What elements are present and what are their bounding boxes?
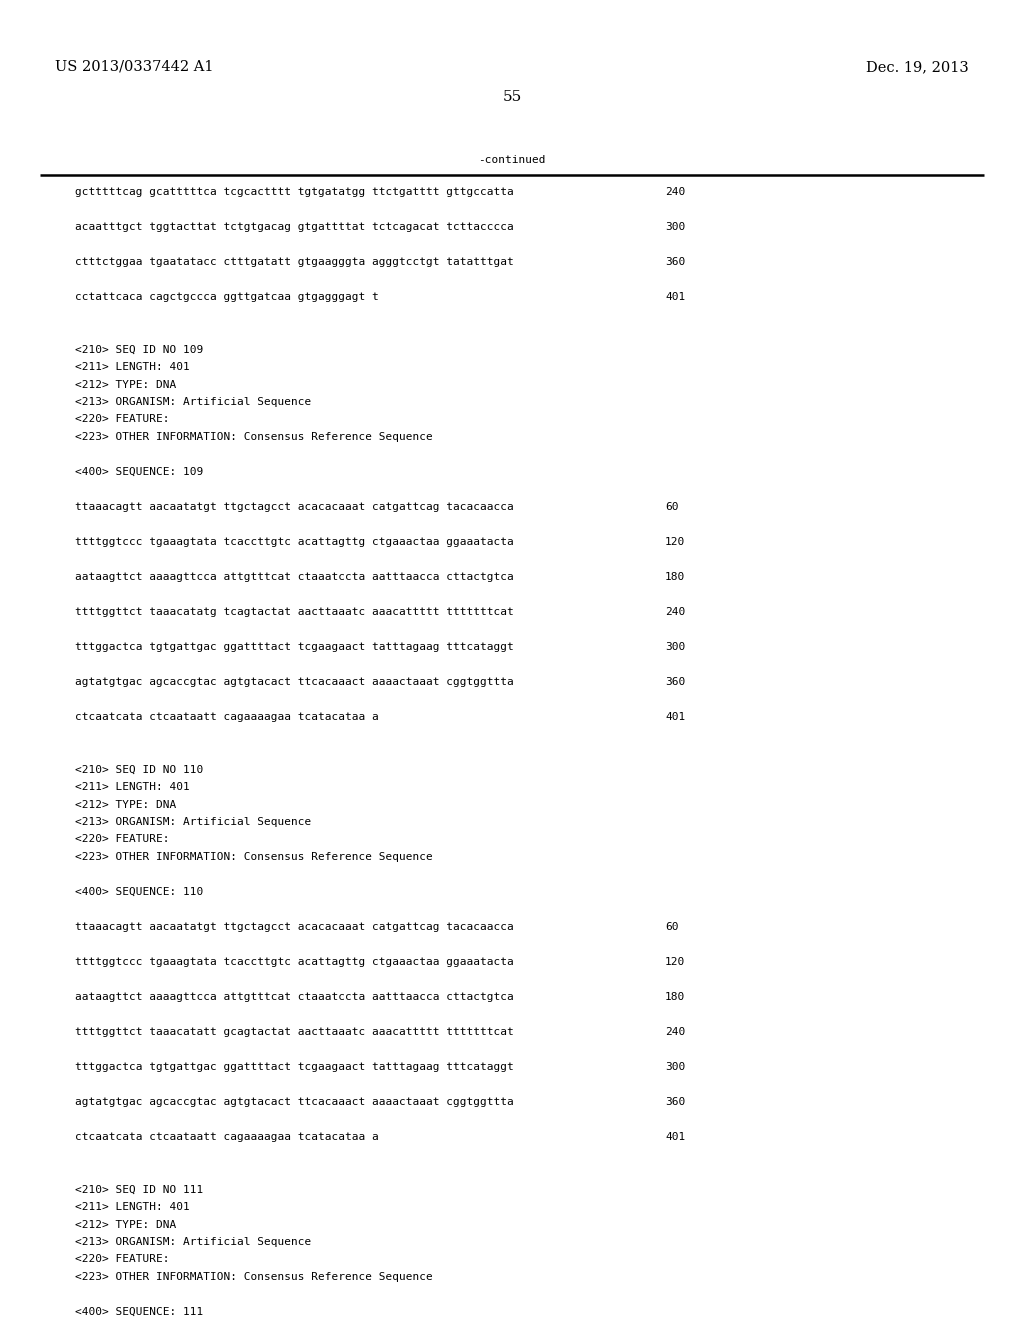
Text: 401: 401 — [665, 711, 685, 722]
Text: <212> TYPE: DNA: <212> TYPE: DNA — [75, 1220, 176, 1229]
Text: Dec. 19, 2013: Dec. 19, 2013 — [866, 59, 969, 74]
Text: US 2013/0337442 A1: US 2013/0337442 A1 — [55, 59, 213, 74]
Text: <400> SEQUENCE: 111: <400> SEQUENCE: 111 — [75, 1307, 203, 1317]
Text: 360: 360 — [665, 677, 685, 686]
Text: 360: 360 — [665, 257, 685, 267]
Text: <211> LENGTH: 401: <211> LENGTH: 401 — [75, 781, 189, 792]
Text: gctttttcag gcatttttca tcgcactttt tgtgatatgg ttctgatttt gttgccatta: gctttttcag gcatttttca tcgcactttt tgtgata… — [75, 187, 514, 197]
Text: aataagttct aaaagttcca attgtttcat ctaaatccta aatttaacca cttactgtca: aataagttct aaaagttcca attgtttcat ctaaatc… — [75, 572, 514, 582]
Text: 401: 401 — [665, 292, 685, 302]
Text: 180: 180 — [665, 993, 685, 1002]
Text: ttttggtccc tgaaagtata tcaccttgtc acattagttg ctgaaactaa ggaaatacta: ttttggtccc tgaaagtata tcaccttgtc acattag… — [75, 957, 514, 968]
Text: 300: 300 — [665, 1063, 685, 1072]
Text: ttttggtccc tgaaagtata tcaccttgtc acattagttg ctgaaactaa ggaaatacta: ttttggtccc tgaaagtata tcaccttgtc acattag… — [75, 537, 514, 546]
Text: ttttggttct taaacatatt gcagtactat aacttaaatc aaacattttt tttttttcat: ttttggttct taaacatatt gcagtactat aacttaa… — [75, 1027, 514, 1038]
Text: tttggactca tgtgattgac ggattttact tcgaagaact tatttagaag tttcataggt: tttggactca tgtgattgac ggattttact tcgaaga… — [75, 642, 514, 652]
Text: <212> TYPE: DNA: <212> TYPE: DNA — [75, 380, 176, 389]
Text: <220> FEATURE:: <220> FEATURE: — [75, 414, 170, 425]
Text: <223> OTHER INFORMATION: Consensus Reference Sequence: <223> OTHER INFORMATION: Consensus Refer… — [75, 1272, 433, 1282]
Text: ttttggttct taaacatatg tcagtactat aacttaaatc aaacattttt tttttttcat: ttttggttct taaacatatg tcagtactat aacttaa… — [75, 607, 514, 616]
Text: cctattcaca cagctgccca ggttgatcaa gtgagggagt t: cctattcaca cagctgccca ggttgatcaa gtgaggg… — [75, 292, 379, 302]
Text: 300: 300 — [665, 642, 685, 652]
Text: 60: 60 — [665, 502, 679, 512]
Text: <210> SEQ ID NO 109: <210> SEQ ID NO 109 — [75, 345, 203, 355]
Text: <213> ORGANISM: Artificial Sequence: <213> ORGANISM: Artificial Sequence — [75, 817, 311, 828]
Text: ctttctggaa tgaatatacc ctttgatatt gtgaagggta agggtcctgt tatatttgat: ctttctggaa tgaatatacc ctttgatatt gtgaagg… — [75, 257, 514, 267]
Text: ttaaacagtt aacaatatgt ttgctagcct acacacaaat catgattcag tacacaacca: ttaaacagtt aacaatatgt ttgctagcct acacaca… — [75, 502, 514, 512]
Text: aataagttct aaaagttcca attgtttcat ctaaatccta aatttaacca cttactgtca: aataagttct aaaagttcca attgtttcat ctaaatc… — [75, 993, 514, 1002]
Text: <220> FEATURE:: <220> FEATURE: — [75, 1254, 170, 1265]
Text: 180: 180 — [665, 572, 685, 582]
Text: <213> ORGANISM: Artificial Sequence: <213> ORGANISM: Artificial Sequence — [75, 397, 311, 407]
Text: 300: 300 — [665, 222, 685, 232]
Text: <210> SEQ ID NO 111: <210> SEQ ID NO 111 — [75, 1184, 203, 1195]
Text: <211> LENGTH: 401: <211> LENGTH: 401 — [75, 362, 189, 372]
Text: 240: 240 — [665, 187, 685, 197]
Text: <223> OTHER INFORMATION: Consensus Reference Sequence: <223> OTHER INFORMATION: Consensus Refer… — [75, 432, 433, 442]
Text: 360: 360 — [665, 1097, 685, 1107]
Text: ttaaacagtt aacaatatgt ttgctagcct acacacaaat catgattcag tacacaacca: ttaaacagtt aacaatatgt ttgctagcct acacaca… — [75, 921, 514, 932]
Text: <400> SEQUENCE: 110: <400> SEQUENCE: 110 — [75, 887, 203, 898]
Text: agtatgtgac agcaccgtac agtgtacact ttcacaaact aaaactaaat cggtggttta: agtatgtgac agcaccgtac agtgtacact ttcacaa… — [75, 1097, 514, 1107]
Text: 240: 240 — [665, 1027, 685, 1038]
Text: -continued: -continued — [478, 154, 546, 165]
Text: 401: 401 — [665, 1133, 685, 1142]
Text: 240: 240 — [665, 607, 685, 616]
Text: agtatgtgac agcaccgtac agtgtacact ttcacaaact aaaactaaat cggtggttta: agtatgtgac agcaccgtac agtgtacact ttcacaa… — [75, 677, 514, 686]
Text: <210> SEQ ID NO 110: <210> SEQ ID NO 110 — [75, 764, 203, 775]
Text: ctcaatcata ctcaataatt cagaaaagaa tcatacataa a: ctcaatcata ctcaataatt cagaaaagaa tcataca… — [75, 711, 379, 722]
Text: 55: 55 — [503, 90, 521, 104]
Text: <223> OTHER INFORMATION: Consensus Reference Sequence: <223> OTHER INFORMATION: Consensus Refer… — [75, 851, 433, 862]
Text: <400> SEQUENCE: 109: <400> SEQUENCE: 109 — [75, 467, 203, 477]
Text: tttggactca tgtgattgac ggattttact tcgaagaact tatttagaag tttcataggt: tttggactca tgtgattgac ggattttact tcgaaga… — [75, 1063, 514, 1072]
Text: acaatttgct tggtacttat tctgtgacag gtgattttat tctcagacat tcttacccca: acaatttgct tggtacttat tctgtgacag gtgattt… — [75, 222, 514, 232]
Text: <211> LENGTH: 401: <211> LENGTH: 401 — [75, 1203, 189, 1212]
Text: 60: 60 — [665, 921, 679, 932]
Text: 120: 120 — [665, 957, 685, 968]
Text: 120: 120 — [665, 537, 685, 546]
Text: <220> FEATURE:: <220> FEATURE: — [75, 834, 170, 845]
Text: <213> ORGANISM: Artificial Sequence: <213> ORGANISM: Artificial Sequence — [75, 1237, 311, 1247]
Text: ctcaatcata ctcaataatt cagaaaagaa tcatacataa a: ctcaatcata ctcaataatt cagaaaagaa tcataca… — [75, 1133, 379, 1142]
Text: <212> TYPE: DNA: <212> TYPE: DNA — [75, 800, 176, 809]
